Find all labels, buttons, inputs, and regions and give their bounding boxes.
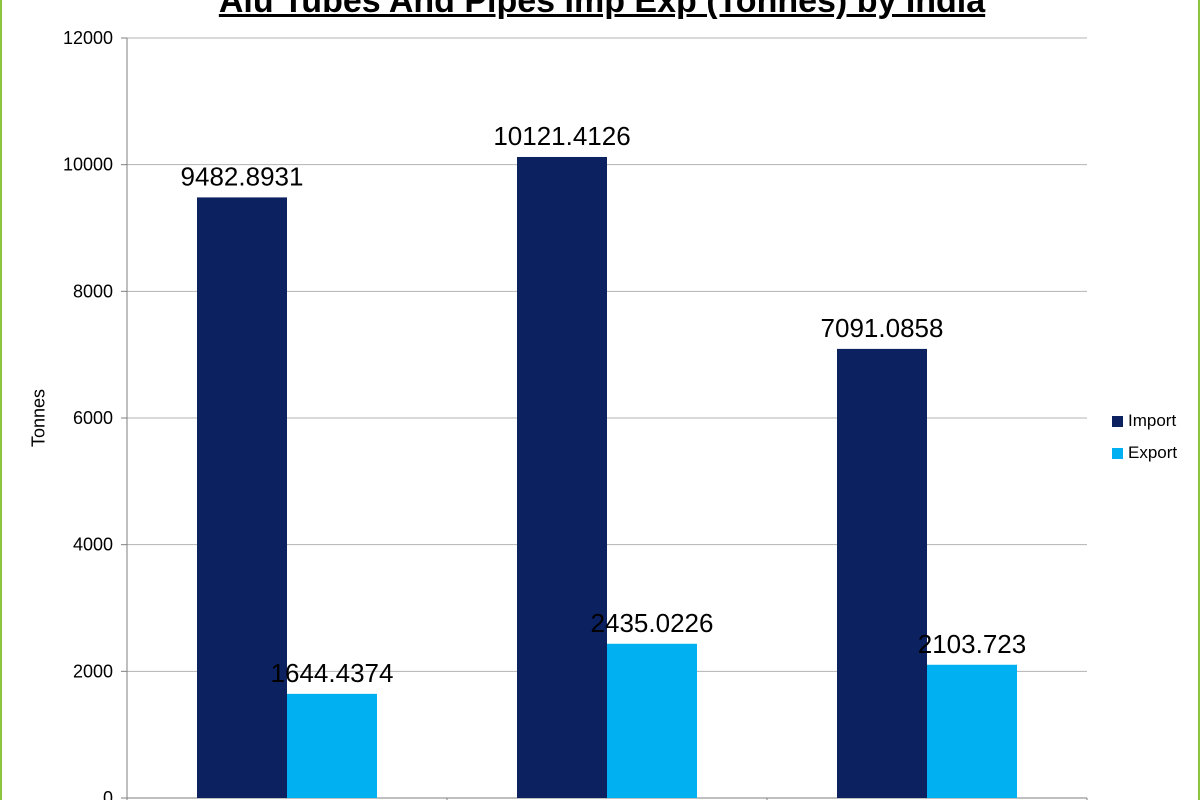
chart-title: Alu Tubes And Pipes Imp Exp (Tonnes) by … (218, 0, 986, 20)
legend: Import Export (1112, 405, 1177, 469)
legend-item-import: Import (1112, 405, 1177, 437)
y-tick-label-5: 10000 (63, 155, 113, 175)
data-label-export-1: 2435.0226 (591, 608, 714, 638)
legend-swatch-export (1112, 447, 1123, 459)
bar-import-2 (837, 348, 927, 798)
bar-import-1 (517, 156, 607, 799)
y-tick-label-2: 4000 (73, 535, 113, 555)
data-label-import-1: 10121.4126 (493, 121, 630, 151)
data-label-import-2: 7091.0858 (821, 313, 944, 343)
y-tick-label-3: 6000 (73, 408, 113, 428)
y-tick-label-0: 0 (103, 788, 113, 800)
bar-export-1 (607, 643, 697, 798)
legend-swatch-import (1112, 415, 1123, 427)
y-tick-label-4: 8000 (73, 281, 113, 301)
y-axis-label: Tonnes (28, 388, 49, 448)
bar-export-2 (927, 664, 1017, 798)
legend-label-import: Import (1128, 411, 1177, 430)
y-tick-label-1: 2000 (73, 661, 113, 681)
data-label-export-0: 1644.4374 (271, 658, 394, 688)
data-label-export-2: 2103.723 (918, 629, 1026, 659)
bar-export-0 (287, 693, 377, 798)
y-tick-label-6: 12000 (63, 28, 113, 48)
data-label-import-0: 9482.8931 (181, 161, 304, 191)
legend-item-export: Export (1112, 437, 1177, 469)
bar-import-0 (197, 197, 287, 799)
legend-label-export: Export (1128, 443, 1178, 462)
